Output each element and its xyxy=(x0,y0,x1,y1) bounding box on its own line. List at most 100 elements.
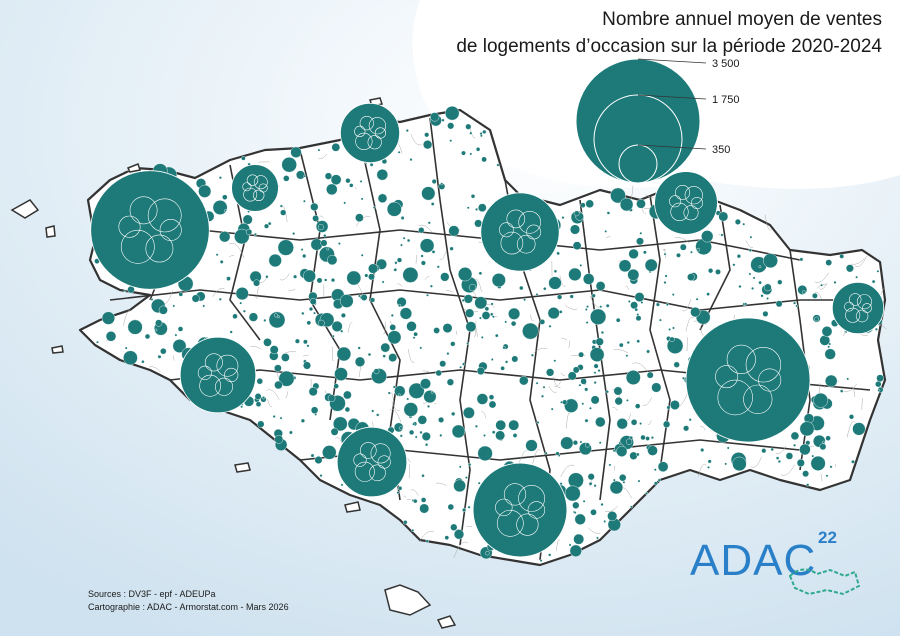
commune-symbol xyxy=(690,307,701,318)
commune-symbol xyxy=(588,481,593,486)
commune-symbol xyxy=(560,436,574,450)
commune-symbol xyxy=(829,465,833,469)
commune-symbol xyxy=(845,264,854,273)
commune-symbol xyxy=(278,370,295,387)
commune-ring xyxy=(359,442,377,459)
commune-symbol xyxy=(462,507,467,513)
commune-ring xyxy=(675,185,691,201)
commune-symbol xyxy=(256,378,263,385)
commune-symbol xyxy=(839,253,845,259)
commune-symbol xyxy=(876,374,884,383)
commune-symbol xyxy=(376,413,380,417)
commune-symbol xyxy=(462,406,475,419)
commune-symbol xyxy=(178,291,184,297)
commune-symbol xyxy=(219,231,231,243)
commune-symbol xyxy=(449,139,453,143)
commune-symbol xyxy=(446,378,455,386)
commune-symbol xyxy=(475,147,481,152)
commune-symbol xyxy=(657,461,669,473)
commune-symbol xyxy=(763,253,778,269)
commune-symbol xyxy=(610,187,626,204)
commune-boundary xyxy=(561,338,568,341)
commune-symbol xyxy=(477,203,487,212)
commune-boundary xyxy=(288,288,296,291)
commune-symbol xyxy=(281,353,290,362)
commune-symbol xyxy=(96,340,99,344)
commune-ring xyxy=(496,509,524,537)
logo-text: ADAC xyxy=(690,536,817,585)
commune-symbol xyxy=(625,438,633,445)
map-title-line1: Nombre annuel moyen de ventes xyxy=(602,9,882,30)
commune-symbol xyxy=(589,406,592,410)
commune-symbol xyxy=(331,142,341,152)
commune-symbol xyxy=(572,501,580,509)
commune-symbol xyxy=(327,394,336,403)
commune-boundary xyxy=(663,248,666,259)
commune-symbol xyxy=(257,420,265,428)
commune-symbol xyxy=(635,315,642,322)
commune-symbol xyxy=(360,197,364,201)
commune-symbol xyxy=(851,459,855,464)
commune-symbol xyxy=(326,247,330,251)
commune-symbol xyxy=(280,209,287,216)
commune-symbol xyxy=(613,386,623,396)
commune-boundary xyxy=(408,464,410,479)
commune-boundary xyxy=(302,354,309,357)
commune-symbol xyxy=(324,278,328,282)
commune-ring xyxy=(715,365,739,389)
commune-boundary xyxy=(172,355,176,361)
commune-symbol xyxy=(825,374,838,388)
commune-ring xyxy=(670,202,689,221)
commune-symbol xyxy=(825,435,831,441)
commune-symbol xyxy=(331,334,335,338)
commune-symbol xyxy=(349,183,354,188)
commune-symbol xyxy=(530,353,534,357)
commune-symbol xyxy=(344,406,351,413)
commune-symbol xyxy=(695,297,699,301)
commune-symbol xyxy=(666,405,671,410)
commune-symbol xyxy=(726,446,730,450)
commune-symbol xyxy=(300,248,304,252)
commune-symbol xyxy=(248,312,259,322)
commune-symbol xyxy=(570,224,581,235)
commune-symbol xyxy=(625,354,629,358)
commune-symbol xyxy=(766,297,769,300)
adac-logo: ADAC 22 xyxy=(690,528,870,598)
commune-symbol xyxy=(629,451,638,460)
commune-symbol xyxy=(477,445,493,462)
commune-symbol xyxy=(855,275,858,279)
commune-symbol xyxy=(303,174,307,178)
commune-boundary xyxy=(685,316,694,332)
commune-symbol xyxy=(302,199,306,203)
legend-leader-3500 xyxy=(637,58,707,64)
commune-boundary xyxy=(347,322,353,333)
commune-boundary xyxy=(354,187,357,190)
commune-symbol xyxy=(413,498,418,504)
commune-symbol xyxy=(749,235,753,239)
commune-symbol xyxy=(508,307,521,320)
commune-symbol xyxy=(738,284,742,289)
commune-symbol xyxy=(846,377,850,381)
commune-boundary xyxy=(453,541,469,558)
major-city-symbol xyxy=(480,192,560,272)
commune-symbol xyxy=(235,287,249,301)
commune-ring xyxy=(199,374,222,397)
commune-boundary xyxy=(418,224,433,233)
commune-boundary xyxy=(846,421,856,438)
commune-symbol xyxy=(396,257,403,263)
commune-symbol xyxy=(669,336,675,342)
commune-boundary xyxy=(410,489,419,496)
commune-symbol xyxy=(300,418,305,423)
commune-boundary xyxy=(647,420,652,425)
commune-symbol xyxy=(662,420,671,428)
commune-symbol xyxy=(584,308,588,311)
commune-boundary xyxy=(861,397,864,410)
commune-symbol xyxy=(346,270,362,286)
commune-symbol xyxy=(590,508,597,516)
legend-label-3500: 3 500 xyxy=(712,58,740,70)
commune-boundary xyxy=(674,237,690,244)
commune-ring xyxy=(216,354,239,377)
commune-boundary xyxy=(123,310,132,326)
commune-symbol xyxy=(345,178,351,184)
commune-boundary xyxy=(435,482,447,486)
